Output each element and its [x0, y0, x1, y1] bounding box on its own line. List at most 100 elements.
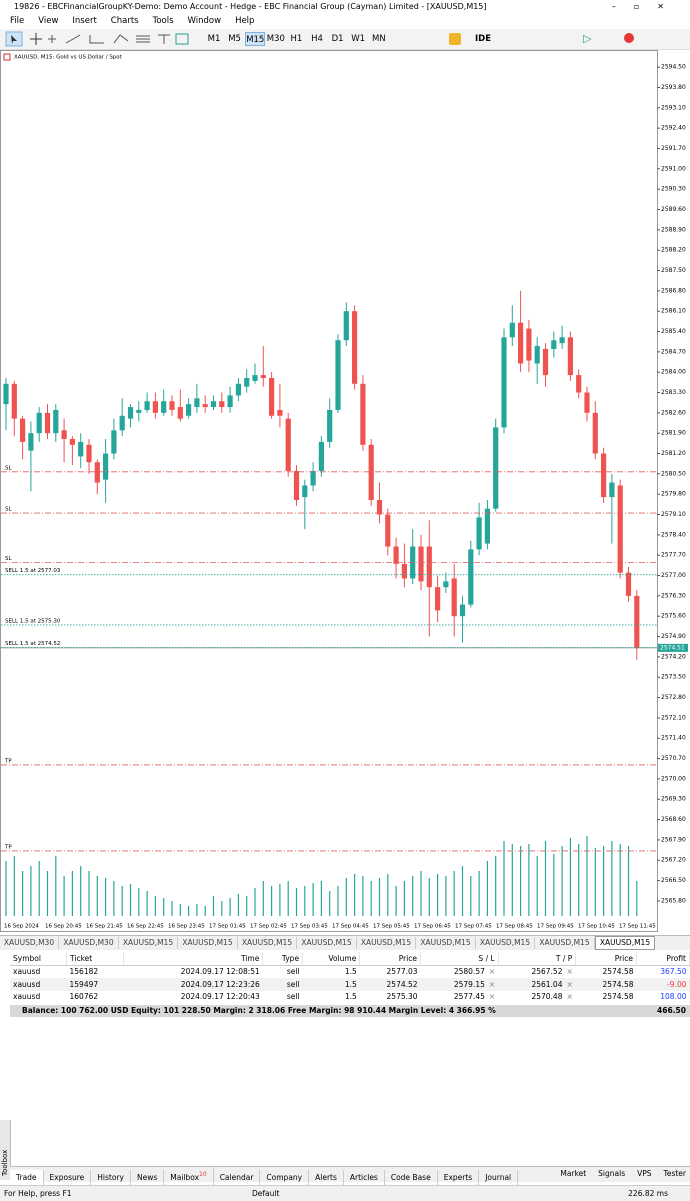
menu-item[interactable]: Window: [187, 16, 222, 26]
timeframe-button[interactable]: H1: [290, 34, 303, 44]
chart-tabs: XAUUSD,M30 XAUUSD,M30 XAUUSD,M15 XAUUSD,M15…: [0, 935, 690, 950]
timeframe-button[interactable]: M30: [266, 34, 285, 44]
y-tick-label: 2576.30: [661, 592, 686, 599]
toolbar-icons[interactable]: [0, 29, 200, 49]
notification-badge[interactable]: [624, 33, 634, 43]
chart-tab[interactable]: XAUUSD,M15: [179, 937, 238, 949]
menu-item[interactable]: Insert: [72, 16, 97, 26]
cell-text: sell: [286, 992, 300, 1002]
toolbox-link[interactable]: Market: [560, 1169, 587, 1178]
timeframe-button[interactable]: M15: [245, 32, 266, 46]
candle-body: [227, 395, 233, 408]
timeframe-button[interactable]: W1: [351, 34, 366, 44]
coin-icon[interactable]: [449, 33, 461, 45]
candle-body: [285, 418, 291, 471]
trade-level-label: SL: [5, 556, 12, 562]
menu-item[interactable]: Charts: [110, 16, 139, 26]
remove-icon[interactable]: ×: [488, 979, 496, 989]
candle-body: [44, 412, 51, 434]
toolbox-tab[interactable]: Alerts: [309, 1169, 344, 1185]
cell: 2024.09.17 12:08:51: [123, 965, 262, 978]
column-header: Price: [575, 952, 637, 966]
status-bar: For Help, press F1 Default 226.82 ms: [0, 1185, 690, 1201]
toolbox-tab[interactable]: Trade: [10, 1169, 44, 1185]
timeframe-button[interactable]: D1: [331, 34, 344, 44]
tab-label: Company: [266, 1172, 303, 1182]
candle-body: [493, 427, 499, 509]
toolbox-tab[interactable]: Experts: [438, 1169, 480, 1185]
position-row[interactable]: xauusd 156182 2024.09.17 12:08:51 sell 1.5 25…: [10, 965, 690, 978]
total-profit: 466.50: [657, 1006, 686, 1015]
toolbox-link[interactable]: VPS: [637, 1169, 652, 1178]
tab-label: Trade: [16, 1172, 37, 1182]
chart-tab[interactable]: XAUUSD,M15: [417, 937, 476, 949]
toolbox-tab[interactable]: Company: [260, 1169, 310, 1185]
chart-tab[interactable]: XAUUSD,M15: [119, 937, 178, 949]
y-tick-label: 2581.90: [661, 430, 686, 437]
x-tick-label: 17 Sep 04:45: [332, 924, 369, 930]
y-tick-label: 2585.40: [661, 328, 686, 335]
chart-tab[interactable]: XAUUSD,M15: [298, 937, 357, 949]
chart-tab[interactable]: XAUUSD,M15: [536, 937, 595, 949]
remove-icon[interactable]: ×: [488, 992, 496, 1002]
toolbox-link[interactable]: Tester: [663, 1169, 686, 1178]
chart-tab[interactable]: XAUUSD,M15: [238, 937, 297, 949]
position-row[interactable]: xauusd 160762 2024.09.17 12:20:43 sell 1.5 25…: [10, 991, 690, 1004]
cell: 2574.52: [359, 978, 421, 991]
play-icon[interactable]: ▷: [583, 32, 592, 45]
chart-tab[interactable]: XAUUSD,M30: [60, 937, 119, 949]
toolbox-tab[interactable]: Journal: [479, 1169, 519, 1185]
toolbox-tab[interactable]: Mailbox10: [164, 1167, 214, 1185]
timeframe-button[interactable]: M5: [228, 34, 241, 44]
timeframe-button[interactable]: M1: [207, 34, 221, 44]
y-tick-label: 2572.80: [661, 694, 686, 701]
remove-icon[interactable]: ×: [488, 967, 496, 977]
candle-body: [468, 549, 474, 605]
y-tick-label: 2593.80: [661, 84, 686, 91]
remove-icon[interactable]: ×: [566, 992, 573, 1002]
toolbox-tab[interactable]: History: [91, 1169, 131, 1185]
x-tick-label: 16 Sep 22:45: [127, 924, 164, 930]
menu-item[interactable]: View: [38, 16, 59, 26]
cell-text: 2024.09.17 12:08:51: [180, 967, 260, 977]
toolbox-tab[interactable]: Exposure: [44, 1169, 92, 1185]
cell-text: 2577.03: [386, 967, 418, 977]
candle-body: [86, 444, 92, 463]
cell: 367.50: [636, 965, 689, 978]
position-row[interactable]: xauusd 159497 2024.09.17 12:23:26 sell 1.5 25…: [10, 978, 690, 991]
toolbox-tab[interactable]: News: [131, 1169, 165, 1185]
remove-icon[interactable]: ×: [566, 967, 573, 977]
window-controls[interactable]: –▫✕: [611, 2, 682, 11]
candle-body: [119, 415, 125, 431]
chart-tab[interactable]: XAUUSD,M15: [476, 937, 535, 949]
window-title: 19826 - EBCFinancialGroupKY-Demo: Demo A…: [14, 2, 487, 11]
menu-item[interactable]: Help: [235, 16, 255, 26]
x-tick-label: 16 Sep 2024: [4, 924, 39, 930]
timeframe-button[interactable]: MN: [371, 34, 386, 44]
cell: xauusd: [10, 991, 67, 1004]
chart-tab[interactable]: XAUUSD,M15: [595, 936, 655, 950]
candle-body: [534, 346, 540, 364]
cell: 2575.30: [360, 991, 421, 1004]
remove-icon[interactable]: ×: [566, 979, 573, 989]
table-body: xauusd 156182 2024.09.17 12:08:51 sell 1.5 25…: [10, 965, 690, 1003]
menu-item[interactable]: Tools: [152, 16, 174, 26]
candle-body: [111, 430, 117, 454]
ide-button[interactable]: IDE: [474, 34, 492, 44]
chart-tab[interactable]: XAUUSD,M30: [0, 937, 59, 949]
x-tick-label: 16 Sep 21:45: [86, 924, 123, 930]
toolbox-link[interactable]: Signals: [598, 1169, 626, 1178]
toolbox-tab[interactable]: Code Base: [385, 1169, 438, 1185]
toolbox-tab[interactable]: Calendar: [214, 1169, 261, 1185]
bid-label: 2574.51: [660, 644, 685, 651]
timeframe-button[interactable]: H4: [311, 34, 323, 44]
menu-item[interactable]: File: [10, 16, 25, 26]
summary-row: Balance: 100 762.00 USD Equity: 101 228.…: [10, 1005, 690, 1017]
y-tick-label: 2584.00: [661, 369, 686, 376]
toolbox-tab[interactable]: Articles: [344, 1169, 385, 1185]
y-tick-label: 2593.10: [661, 104, 686, 111]
chart-tab[interactable]: XAUUSD,M15: [357, 937, 416, 949]
candle-body: [219, 401, 225, 408]
